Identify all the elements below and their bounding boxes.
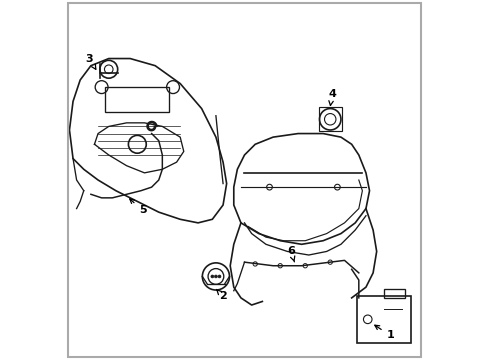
Circle shape bbox=[278, 264, 282, 268]
Circle shape bbox=[253, 262, 257, 266]
Circle shape bbox=[214, 275, 217, 278]
Text: 6: 6 bbox=[286, 247, 294, 262]
Text: 1: 1 bbox=[374, 325, 393, 341]
Circle shape bbox=[303, 264, 307, 268]
Text: 4: 4 bbox=[327, 89, 335, 105]
Text: 3: 3 bbox=[85, 54, 96, 69]
Circle shape bbox=[327, 260, 332, 264]
Circle shape bbox=[218, 275, 221, 278]
Circle shape bbox=[210, 275, 213, 278]
Text: 5: 5 bbox=[129, 199, 146, 215]
Text: 2: 2 bbox=[216, 289, 226, 301]
